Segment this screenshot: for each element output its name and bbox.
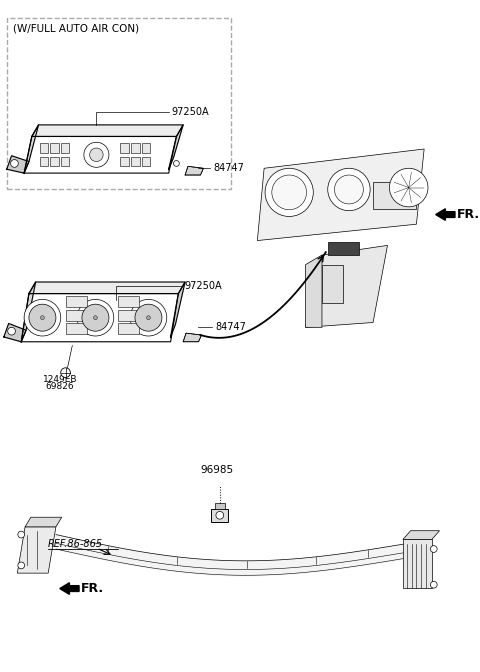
Circle shape <box>40 316 44 320</box>
Circle shape <box>335 175 363 204</box>
Bar <box>142 157 150 167</box>
Text: REF.86-865: REF.86-865 <box>48 539 103 549</box>
Bar <box>66 323 87 334</box>
Text: FR.: FR. <box>457 208 480 221</box>
Polygon shape <box>170 282 185 337</box>
Polygon shape <box>257 149 424 241</box>
Bar <box>66 310 87 321</box>
Circle shape <box>29 304 56 331</box>
Bar <box>322 265 343 303</box>
Polygon shape <box>24 136 177 173</box>
Polygon shape <box>436 209 455 220</box>
Bar <box>118 296 139 307</box>
Circle shape <box>90 148 103 161</box>
Text: (W/FULL AUTO AIR CON): (W/FULL AUTO AIR CON) <box>12 24 139 34</box>
Polygon shape <box>4 323 26 342</box>
Circle shape <box>82 304 109 331</box>
Bar <box>61 157 70 167</box>
Polygon shape <box>403 540 432 587</box>
Circle shape <box>431 581 437 588</box>
Bar <box>131 143 140 153</box>
Polygon shape <box>25 517 62 527</box>
Circle shape <box>77 299 114 336</box>
Polygon shape <box>17 527 56 573</box>
Text: 97250A: 97250A <box>171 108 209 118</box>
Circle shape <box>328 168 370 211</box>
Text: 84747: 84747 <box>213 163 244 173</box>
Polygon shape <box>21 294 179 342</box>
Polygon shape <box>185 167 204 175</box>
Circle shape <box>18 531 24 538</box>
Polygon shape <box>306 245 387 327</box>
Circle shape <box>173 161 180 167</box>
Bar <box>61 143 70 153</box>
Bar <box>211 509 228 522</box>
Bar <box>39 157 48 167</box>
Circle shape <box>18 562 24 569</box>
Bar <box>120 157 129 167</box>
Circle shape <box>61 368 71 378</box>
Circle shape <box>431 546 437 552</box>
Text: 1249EB: 1249EB <box>43 374 77 384</box>
Circle shape <box>216 511 224 519</box>
Polygon shape <box>21 282 36 342</box>
Text: 69826: 69826 <box>46 382 74 391</box>
Circle shape <box>130 299 167 336</box>
Bar <box>118 310 139 321</box>
Bar <box>142 143 150 153</box>
Text: 84747: 84747 <box>215 323 246 333</box>
Circle shape <box>24 299 61 336</box>
Bar <box>50 143 59 153</box>
Circle shape <box>389 168 428 207</box>
Bar <box>66 296 87 307</box>
Polygon shape <box>183 333 202 342</box>
Bar <box>131 157 140 167</box>
Bar <box>120 143 129 153</box>
Bar <box>215 503 225 509</box>
Polygon shape <box>168 125 183 169</box>
Polygon shape <box>403 531 440 540</box>
Circle shape <box>8 327 15 335</box>
Circle shape <box>94 316 97 320</box>
Bar <box>328 241 359 255</box>
Polygon shape <box>32 125 183 136</box>
Circle shape <box>265 168 313 216</box>
Circle shape <box>11 159 18 167</box>
Circle shape <box>135 304 162 331</box>
Polygon shape <box>306 255 322 327</box>
Text: FR.: FR. <box>81 582 104 595</box>
Text: 96985: 96985 <box>201 465 234 475</box>
Circle shape <box>146 316 150 320</box>
Circle shape <box>272 175 307 210</box>
Bar <box>39 143 48 153</box>
Circle shape <box>84 142 109 167</box>
Polygon shape <box>29 282 185 294</box>
Bar <box>50 157 59 167</box>
Bar <box>373 181 417 209</box>
Bar <box>7 18 231 190</box>
Polygon shape <box>24 125 38 173</box>
Text: 97250A: 97250A <box>184 281 222 291</box>
Polygon shape <box>60 583 79 594</box>
Polygon shape <box>7 156 29 173</box>
Bar <box>118 323 139 334</box>
